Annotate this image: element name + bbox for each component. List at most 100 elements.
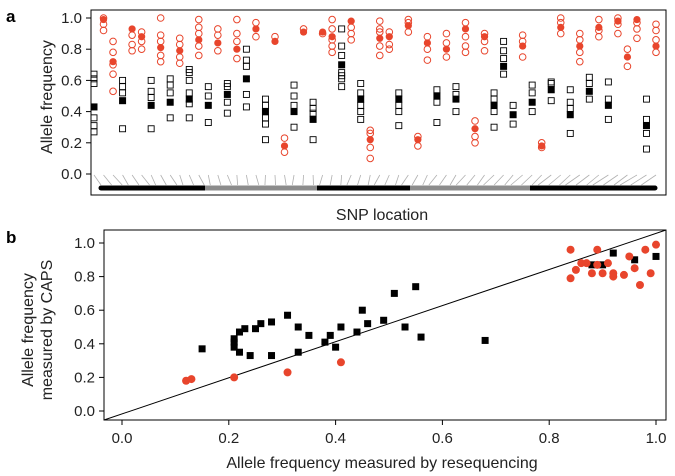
open-circle-point <box>471 139 479 147</box>
snp-leader-line <box>160 174 167 186</box>
open-circle-point <box>128 46 136 55</box>
open-circle-point <box>194 42 203 50</box>
panel-a-y-tick-label: 1.0 <box>61 10 82 27</box>
open-square-point <box>452 83 460 91</box>
open-circle-point <box>375 42 384 50</box>
open-circle-point <box>347 29 355 38</box>
panel-a: a Allele frequency SNP location 0.00.20.… <box>6 7 667 224</box>
snp-leader-line <box>319 174 323 186</box>
open-circle-point <box>414 142 422 150</box>
open-square-point <box>500 55 508 63</box>
open-circle-point <box>442 53 451 61</box>
panel-b-x-tick-label: 0.0 <box>112 430 133 447</box>
panel-b-letter: b <box>6 228 16 247</box>
panel-a-frame <box>90 9 667 196</box>
panel-a-x-axis-label: SNP location <box>336 207 428 224</box>
snp-leader-line <box>112 174 123 186</box>
open-square-point <box>566 86 574 94</box>
black-square-point <box>252 325 259 333</box>
open-square-point <box>585 73 593 81</box>
snp-leader-line <box>401 174 409 186</box>
black-square-point <box>364 320 372 328</box>
open-square-point <box>223 98 231 106</box>
filled-circle-point <box>176 47 184 55</box>
open-square-point <box>242 62 250 70</box>
black-square-point <box>652 252 660 260</box>
snp-leader-line <box>373 174 381 186</box>
filled-circle-point <box>138 33 146 41</box>
open-square-point <box>604 95 612 103</box>
open-circle-point <box>214 46 222 55</box>
snp-leader-line <box>537 174 552 186</box>
filled-square-point <box>547 86 555 94</box>
filled-circle-point <box>576 42 584 50</box>
black-square-point <box>294 323 302 331</box>
snp-leader-line <box>141 174 150 186</box>
red-circle-point <box>646 269 655 278</box>
snp-leader-line <box>169 174 178 186</box>
open-square-point <box>433 98 441 106</box>
open-circle-point <box>471 132 479 141</box>
snp-leader-line <box>122 174 129 186</box>
snp-leader-line <box>521 174 533 186</box>
open-circle-point <box>556 14 565 22</box>
filled-square-point <box>185 95 193 103</box>
red-circle-point <box>635 281 644 289</box>
open-square-point <box>242 45 250 53</box>
filled-square-point <box>566 111 574 119</box>
filled-circle-point <box>328 33 336 41</box>
filled-circle-point <box>404 22 412 30</box>
open-circle-point <box>595 32 603 41</box>
open-circle-point <box>175 40 184 49</box>
snp-leader-line <box>428 174 438 186</box>
open-square-point <box>528 108 536 116</box>
snp-leader-line <box>483 174 495 186</box>
filled-square-point <box>166 98 174 106</box>
snp-leader-line <box>367 174 371 186</box>
filled-square-point <box>242 75 250 83</box>
snp-leader-line <box>586 174 600 186</box>
open-square-point <box>643 145 650 153</box>
chromosome-end <box>98 185 104 191</box>
black-square-point <box>631 256 639 264</box>
open-square-point <box>395 122 403 130</box>
snp-leader-line <box>531 174 542 186</box>
snp-leader-line <box>346 174 352 186</box>
open-square-point <box>147 94 155 102</box>
open-circle-point <box>442 39 451 47</box>
open-square-point <box>166 81 174 89</box>
snp-leader-line <box>384 174 390 186</box>
snp-leader-line <box>613 174 628 186</box>
open-circle-point <box>99 26 108 35</box>
open-circle-point <box>461 32 470 41</box>
red-circle-point <box>652 240 660 249</box>
panel-b-y-tick-label: 0.8 <box>74 269 95 286</box>
filled-circle-point <box>442 45 451 53</box>
red-circle-point <box>587 269 596 278</box>
black-square-point <box>337 323 345 331</box>
open-circle-point <box>328 48 336 57</box>
filled-circle-point <box>233 45 241 53</box>
open-square-point <box>290 101 298 109</box>
open-square-point <box>338 69 346 77</box>
panel-a-marks <box>90 14 660 163</box>
open-square-point <box>90 70 98 78</box>
snp-leader-line <box>103 174 112 186</box>
identity-line <box>103 229 667 421</box>
open-square-point <box>242 56 250 64</box>
open-square-point <box>309 136 317 144</box>
filled-circle-point <box>109 58 117 66</box>
filled-circle-point <box>652 42 660 50</box>
open-square-point <box>547 78 555 86</box>
black-square-point <box>412 283 420 291</box>
open-circle-point <box>385 45 394 54</box>
open-square-point <box>547 80 555 87</box>
black-square-point <box>241 325 249 333</box>
open-circle-point <box>137 45 146 54</box>
panel-b-x-tick-label: 1.0 <box>646 430 667 447</box>
snp-leader-line <box>236 174 239 186</box>
open-square-point <box>395 89 403 97</box>
panel-b-x-tick-label: 0.4 <box>325 430 346 447</box>
open-circle-point <box>556 29 565 38</box>
open-circle-point <box>575 36 584 44</box>
